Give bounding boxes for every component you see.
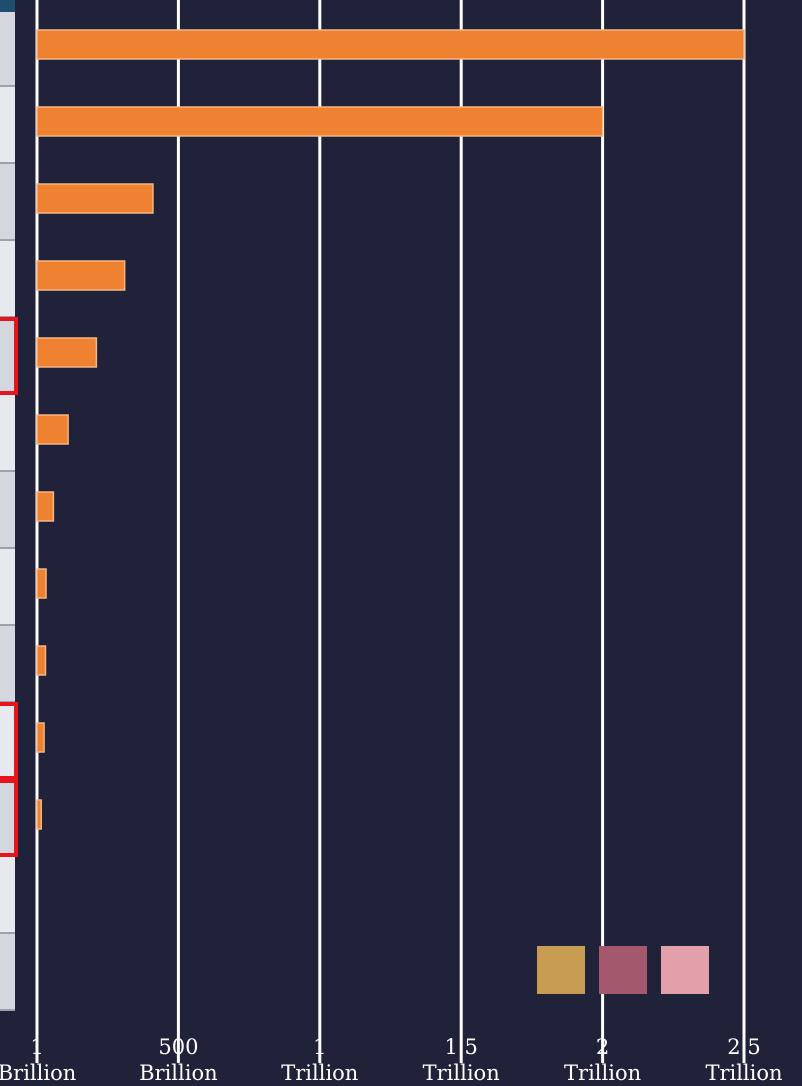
x-tick-label: 1 Brillion xyxy=(0,1034,102,1086)
bar xyxy=(36,29,745,60)
x-tick-label: 1.5 Trillion xyxy=(396,1034,526,1086)
x-tick-unit: Trillion xyxy=(705,1061,783,1085)
x-tick-label: 2.5 Trillion xyxy=(679,1034,802,1086)
row-highlight-box xyxy=(0,317,18,395)
x-tick-unit: Trillion xyxy=(422,1061,500,1085)
bar xyxy=(36,645,47,676)
category-label-cell xyxy=(0,87,15,164)
x-tick-unit: Brillion xyxy=(139,1061,218,1085)
bar xyxy=(36,414,69,445)
x-tick-value: 1 xyxy=(313,1035,327,1059)
legend-swatch xyxy=(661,946,709,994)
category-label-cell xyxy=(0,395,15,472)
x-tick-value: 1 xyxy=(30,1035,44,1059)
x-tick-label: 500 Brillion xyxy=(113,1034,243,1086)
x-tick-unit: Brillion xyxy=(0,1061,77,1085)
x-tick-label: 2 Trillion xyxy=(538,1034,668,1086)
bar xyxy=(36,491,55,522)
x-tick-value: 2 xyxy=(595,1035,610,1059)
row-highlight-box xyxy=(0,779,18,857)
category-label-cell xyxy=(0,934,15,1011)
legend-swatch xyxy=(537,946,585,994)
category-label-cell xyxy=(0,549,15,626)
row-highlight-box xyxy=(0,702,18,780)
bar xyxy=(36,568,47,599)
category-label-cell xyxy=(0,10,15,87)
bar xyxy=(36,260,126,291)
category-label-cell xyxy=(0,857,15,934)
bar xyxy=(36,799,42,830)
bar xyxy=(36,183,154,214)
category-label-cell xyxy=(0,472,15,549)
x-tick-value: 1.5 xyxy=(444,1035,478,1059)
x-tick-value: 2.5 xyxy=(727,1035,761,1059)
x-tick-label: 1 Trillion xyxy=(255,1034,385,1086)
bar xyxy=(36,337,98,368)
bar xyxy=(36,722,45,753)
category-label-cell xyxy=(0,164,15,241)
bar xyxy=(36,106,604,137)
x-tick-unit: Trillion xyxy=(281,1061,359,1085)
top-accent-bar xyxy=(0,0,15,12)
legend-swatch xyxy=(599,946,647,994)
x-tick-value: 500 xyxy=(158,1035,199,1059)
x-tick-unit: Trillion xyxy=(564,1061,642,1085)
